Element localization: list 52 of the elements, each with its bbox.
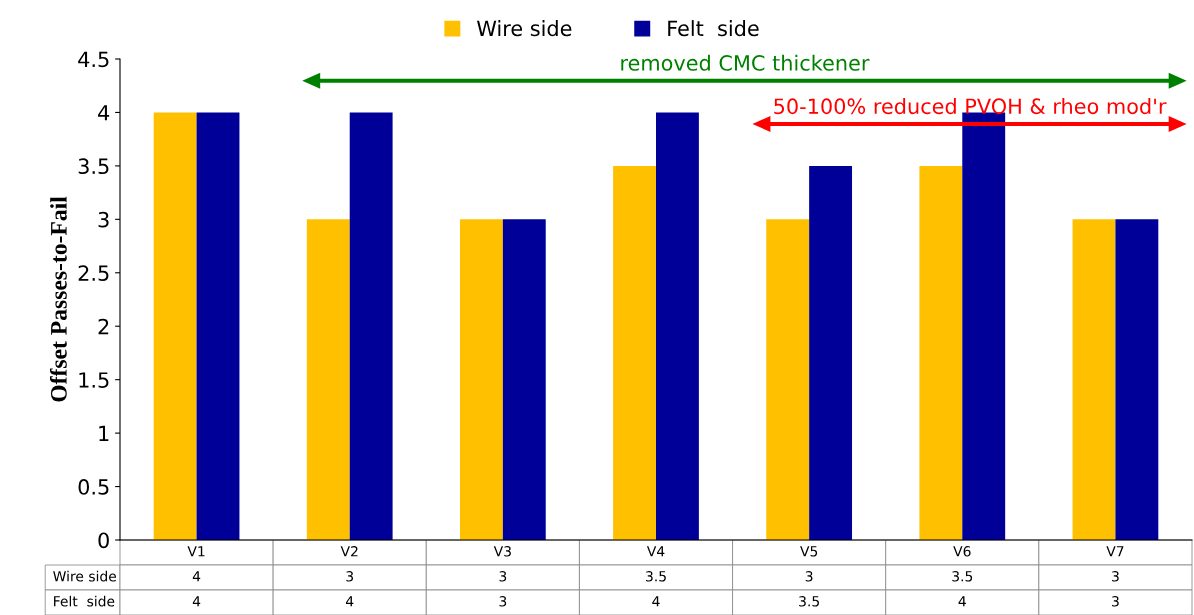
y-tick-label: 4: [98, 105, 110, 121]
data-label: 3: [1112, 596, 1119, 607]
bar: [766, 219, 810, 540]
x-tick-label: V2: [340, 546, 358, 557]
y-tick-label: 3: [98, 211, 109, 228]
y-tick-label: 2.5: [78, 265, 109, 281]
data-label: 3.5: [799, 596, 819, 607]
y-tick-label: 2: [98, 318, 109, 335]
bar: [656, 112, 699, 540]
bar: [502, 219, 546, 540]
bar: [459, 219, 503, 540]
y-tick-label: 1: [99, 425, 109, 442]
data-label: 3.5: [952, 571, 973, 582]
data-label: 3: [499, 596, 507, 607]
bar: [962, 112, 1006, 540]
text: Wire side: [53, 570, 117, 582]
data-label: 4: [192, 571, 201, 582]
data-label: 3: [499, 571, 507, 582]
bar: [1072, 219, 1116, 540]
bar: [349, 112, 393, 540]
x-tick-label: V7: [1106, 546, 1124, 557]
data-label: 4: [345, 596, 354, 607]
data-label: 4: [652, 596, 660, 607]
data-label: 3: [805, 571, 813, 582]
y-axis-title: Offset Passes-to-Fail: [49, 196, 67, 402]
data-label: 3: [1112, 571, 1119, 582]
x-tick-label: V3: [493, 546, 511, 557]
text: Felt side: [54, 595, 115, 607]
legend-label: Felt side: [668, 20, 759, 37]
data-label: 4: [958, 596, 966, 607]
data-label: 3: [346, 571, 354, 582]
annotation: removed CMC thickener: [621, 54, 870, 71]
bar: [613, 165, 656, 540]
bar: [809, 165, 853, 540]
y-tick-label: 4.5: [78, 51, 109, 68]
bar: [919, 165, 963, 540]
x-tick-label: V5: [800, 546, 818, 557]
data-label: 3.5: [646, 571, 666, 582]
y-tick-label: 1.5: [79, 372, 109, 388]
legend-label: Wire side: [477, 20, 572, 37]
x-tick-label: V6: [953, 546, 971, 557]
bar: [153, 112, 197, 540]
x-tick-label: V1: [187, 546, 205, 557]
y-tick-label: 0.5: [78, 479, 109, 495]
bar: [196, 112, 240, 540]
x-tick-label: V4: [646, 546, 665, 557]
bar: [1115, 219, 1159, 540]
data-label: 4: [192, 596, 201, 607]
annotation: 50-100% reduced PVOH & rheo mod'r: [774, 98, 1167, 115]
y-tick-label: 0: [98, 532, 109, 549]
bar: [306, 219, 350, 540]
y-tick-label: 3.5: [78, 158, 109, 175]
